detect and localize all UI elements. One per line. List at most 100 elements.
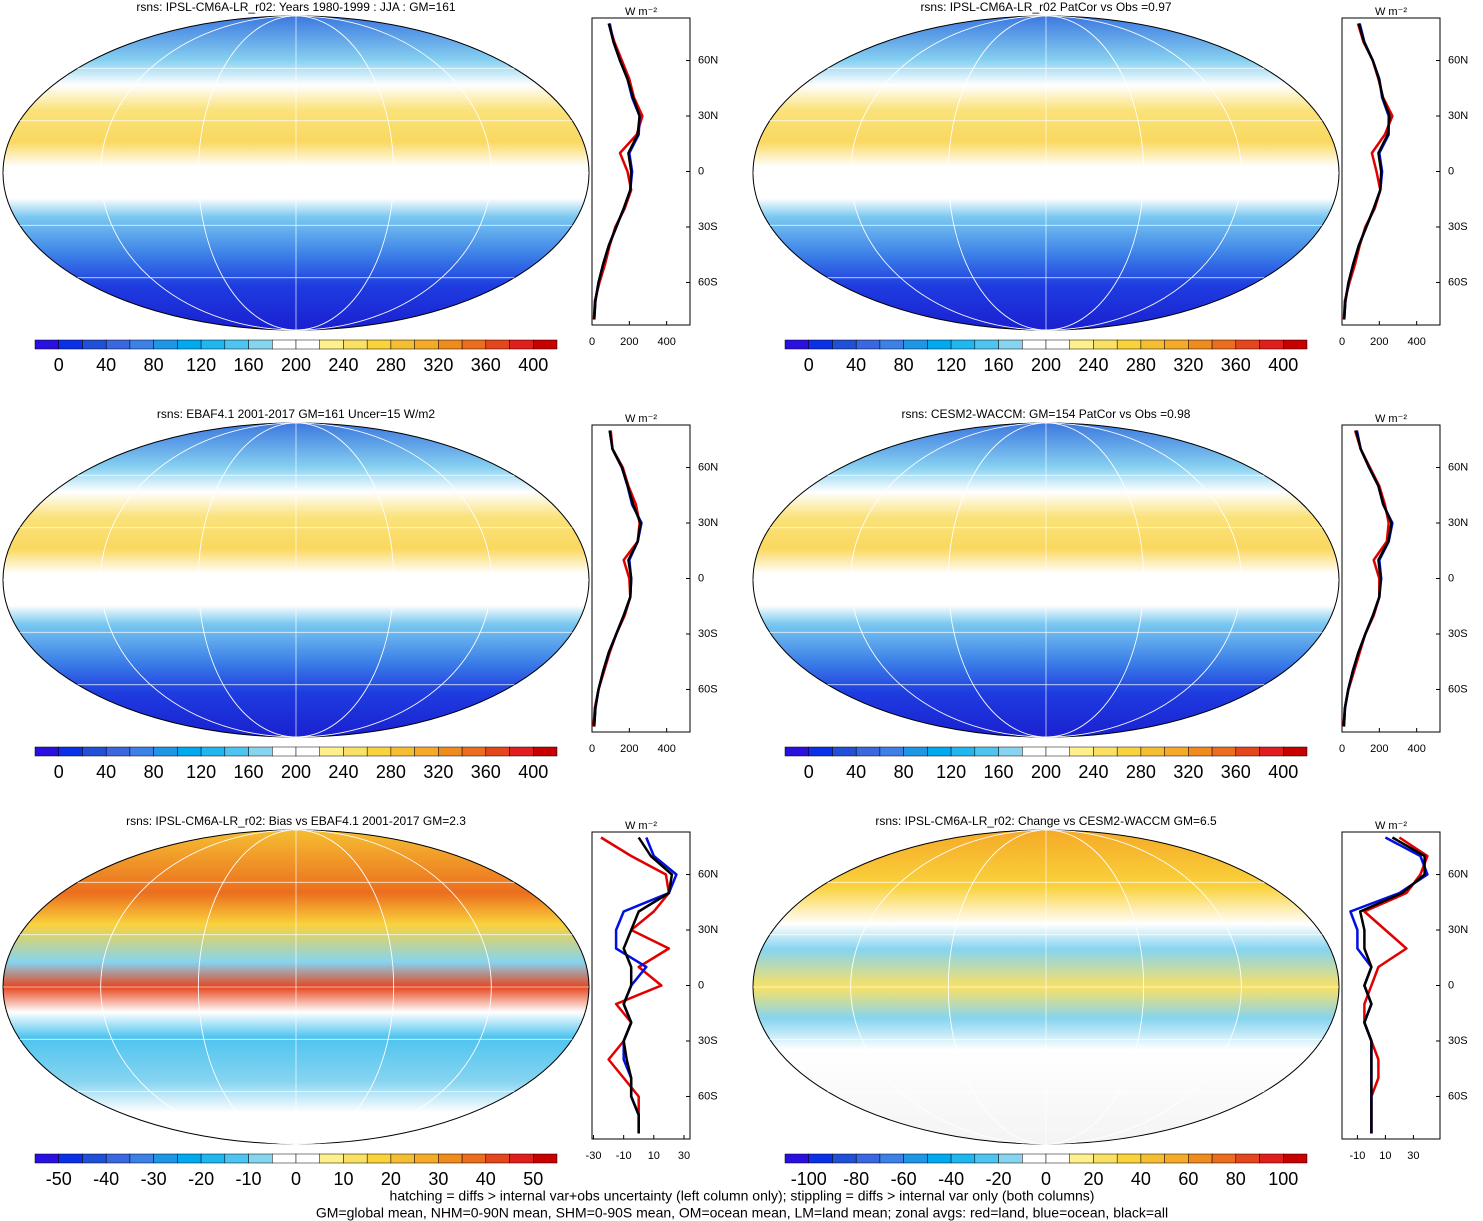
colorbar-box [1211,746,1237,757]
colorbar-tick-label: 80 [1226,1169,1246,1189]
colorbar-tick-label: -30 [141,1169,167,1189]
colorbar-box [390,339,415,350]
chart-title: rsns: IPSL-CM6A-LR_r02: Years 1980-1999 … [136,0,455,14]
colorbar-box [319,339,344,350]
colorbar-box [438,746,463,757]
x-tick-label: -10 [1349,1150,1365,1162]
colorbar-box [343,1153,368,1164]
y-tick-label: 30N [698,110,718,122]
colorbar-tick-label: -60 [891,1169,917,1189]
y-tick-label: 30N [698,517,718,529]
colorbar-box [343,339,368,350]
colorbar-box [153,339,178,350]
colorbar-box [414,339,439,350]
colorbar-tick-label: 0 [54,355,64,375]
colorbar-tick-label: 0 [54,762,64,782]
zonal-line [592,23,644,320]
colorbar-box [34,339,59,350]
colorbar-box [295,746,320,757]
colorbar-box [1259,746,1284,757]
colorbar-box [509,339,534,350]
colorbar-box [832,1153,857,1164]
colorbar-box [1140,339,1165,350]
y-tick-label: 30S [1448,1035,1468,1047]
zonal-line [1342,23,1391,320]
colorbar-tick-label: 400 [518,762,548,782]
y-tick-label: 30S [698,1035,718,1047]
y-tick-label: 0 [698,979,704,991]
y-tick-label: 60S [698,683,718,695]
x-tick-label: 400 [657,336,675,348]
colorbar-tick-label: 320 [1173,355,1203,375]
colorbar-box [1045,339,1070,350]
plot-frame [591,424,691,733]
colorbar-box [224,339,249,350]
colorbar-tick-label: 60 [1178,1169,1198,1189]
colorbar-box [129,746,154,757]
colorbar-tick-label: 240 [1078,762,1108,782]
colorbar-box [177,1153,202,1164]
colorbar-box [272,339,297,350]
y-tick-label: 60S [698,276,718,288]
colorbar-box [200,746,226,757]
colorbar-box [248,339,273,350]
chart-title: rsns: IPSL-CM6A-LR_r02: Change vs CESM2-… [875,814,1217,828]
colorbar-box [34,746,59,757]
colorbar-box [58,746,83,757]
colorbar-tick-label: 200 [281,762,311,782]
y-tick-label: 30N [1448,924,1468,936]
colorbar-tick-label: 280 [1126,355,1156,375]
colorbar-tick-label: -20 [188,1169,214,1189]
colorbar-tick-label: 200 [1031,762,1061,782]
chart-title: rsns: EBAF4.1 2001-2017 GM=161 Uncer=15 … [157,407,435,421]
footer-line: GM=global mean, NHM=0-90N mean, SHM=0-90… [316,1205,1168,1221]
colorbar-tick-label: 120 [186,762,216,782]
colorbar-box [272,746,297,757]
colorbar-box [58,339,83,350]
colorbar-tick-label: 0 [804,762,814,782]
colorbar-box [414,746,439,757]
colorbar-tick-label: 160 [984,355,1014,375]
zonal-line [592,23,641,320]
colorbar-box [1188,1153,1213,1164]
colorbar-tick-label: 200 [1031,355,1061,375]
colorbar-box [366,339,392,350]
colorbar-box [927,746,952,757]
colorbar-tick-label: 200 [281,355,311,375]
colorbar-box [784,1153,809,1164]
colorbar-tick-label: 400 [1268,762,1298,782]
y-tick-label: 60S [1448,276,1468,288]
colorbar-box [82,746,107,757]
colorbar-tick-label: 320 [1173,762,1203,782]
colorbar-box [1116,746,1142,757]
colorbar-tick-label: 40 [1131,1169,1151,1189]
colorbar-box [1093,1153,1118,1164]
colorbar-box [879,1153,904,1164]
y-tick-label: 30N [1448,110,1468,122]
colorbar-tick-label: 120 [936,355,966,375]
colorbar-tick-label: 320 [423,355,453,375]
colorbar-box [153,1153,178,1164]
colorbar-tick-label: 20 [381,1169,401,1189]
colorbar-box [105,339,131,350]
x-tick-label: 0 [1339,743,1345,755]
y-tick-label: 0 [698,572,704,584]
colorbar-box [366,1153,392,1164]
colorbar-box [808,339,833,350]
colorbar-box [1093,746,1118,757]
colorbar-box [1022,746,1047,757]
colorbar-box [129,339,154,350]
colorbar-box [903,339,928,350]
colorbar-box [1022,1153,1047,1164]
colorbar-box [533,746,558,757]
zonal-line [600,836,671,1134]
colorbar-box [1211,1153,1237,1164]
y-tick-label: 60N [1448,868,1468,880]
colorbar-box [832,746,857,757]
colorbar-box [1211,339,1237,350]
colorbar-box [390,1153,415,1164]
colorbar-box [390,746,415,757]
x-tick-label: 30 [678,1150,690,1162]
colorbar-tick-label: 360 [471,355,501,375]
x-tick-label: 200 [1370,336,1388,348]
